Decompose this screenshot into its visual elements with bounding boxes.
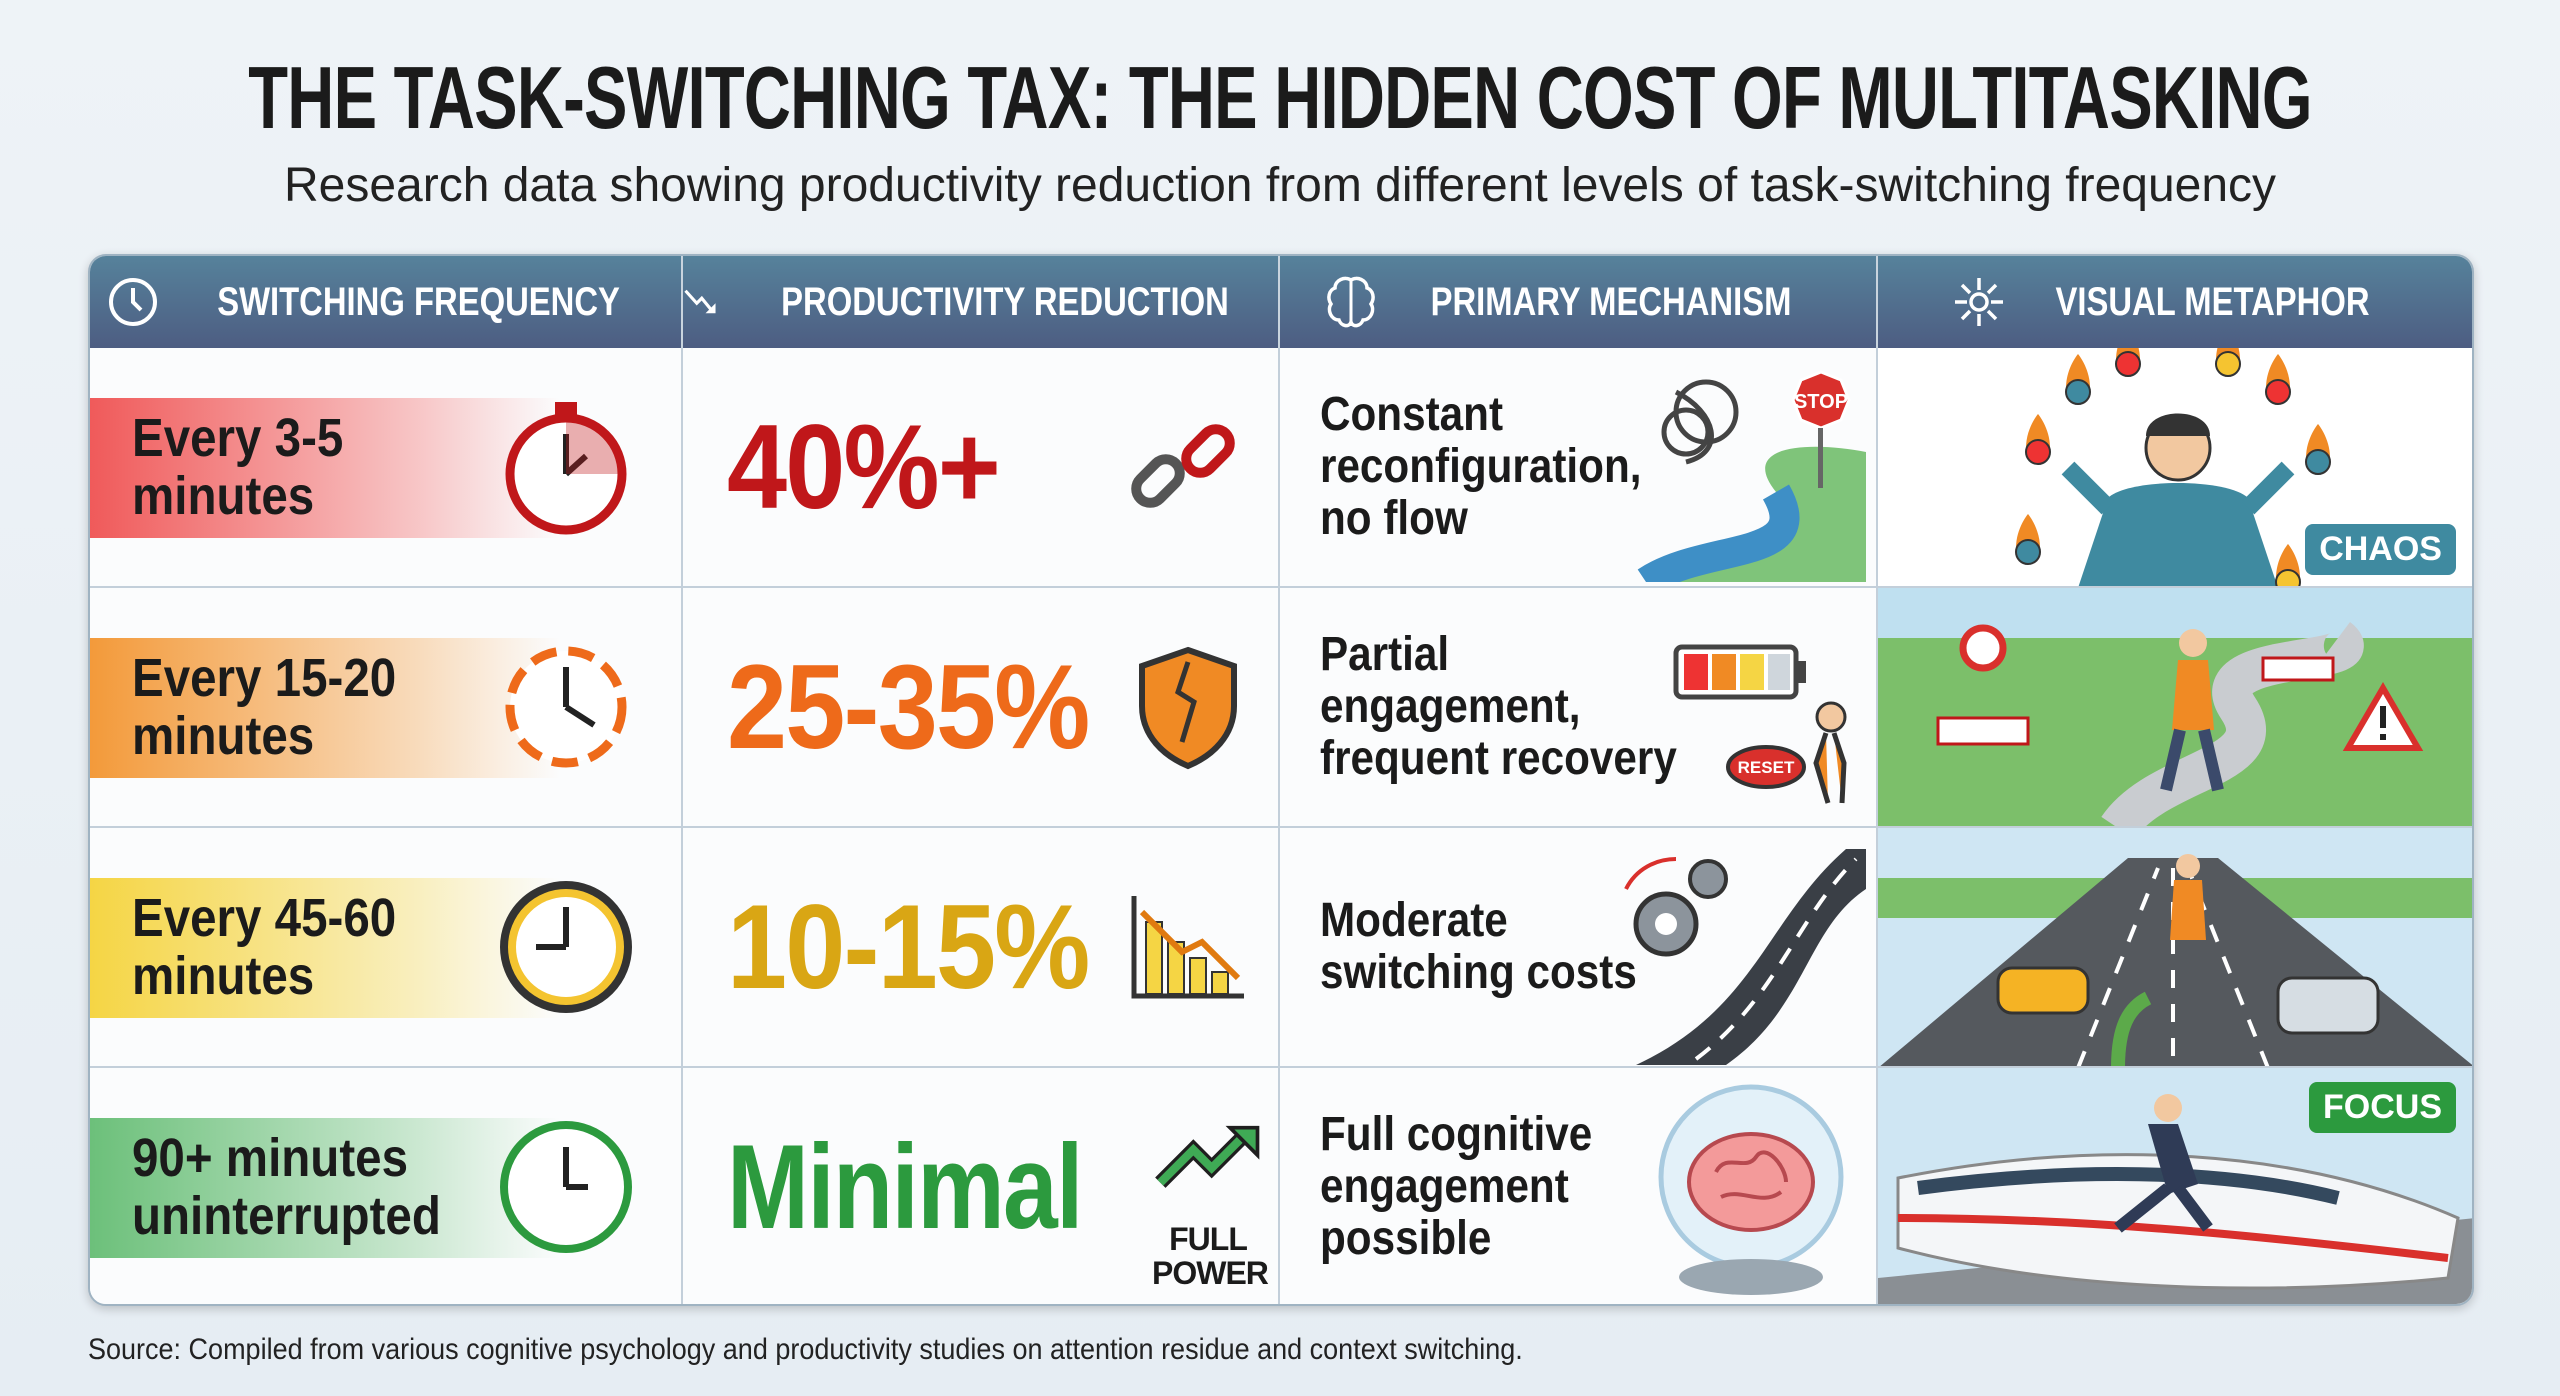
reduction-value: Minimal: [727, 1120, 1083, 1254]
header-visual-metaphor: VISUAL METAPHOR: [1878, 256, 2472, 348]
clock-icon: [108, 278, 157, 326]
reduction-cell: 40%+: [683, 348, 1280, 588]
header-label: SWITCHING FREQUENCY: [217, 279, 620, 324]
full-power-label: FULL POWER: [1152, 1221, 1269, 1291]
reduction-value: 10-15%: [727, 880, 1090, 1014]
metaphor-cell: FOCUS: [1878, 1068, 2472, 1304]
header-label: PRODUCTIVITY REDUCTION: [781, 279, 1229, 324]
network-icon: [1954, 278, 2003, 326]
clock-icon: [500, 1121, 632, 1253]
frequency-label: Every 45-60 minutes: [132, 888, 397, 1006]
broken-chain-icon: [1131, 424, 1235, 508]
mechanism-label: Constant reconfiguration, no flow: [1320, 388, 1642, 545]
metaphor-cell: CHAOS: [1878, 348, 2472, 588]
mechanism-label: Partial engagement, frequent recovery: [1320, 628, 1677, 785]
mechanism-label: Full cognitive engagement possible: [1320, 1108, 1593, 1265]
reduction-value: 25-35%: [727, 640, 1090, 774]
focus-tag: FOCUS: [2309, 1082, 2456, 1133]
frequency-label: Every 3-5 minutes: [132, 408, 344, 526]
frequency-cell: Every 3-5 minutes: [90, 348, 683, 588]
gears-road-icon: [1624, 849, 1866, 1065]
header-productivity-reduction: PRODUCTIVITY REDUCTION: [683, 256, 1280, 348]
trend-down-icon: [684, 289, 716, 314]
clock-icon: [500, 881, 632, 1013]
mechanism-cell: Full cognitive engagement possible: [1280, 1068, 1878, 1304]
data-table: SWITCHING FREQUENCY PRODUCTIVITY REDUCTI…: [88, 254, 2474, 1306]
mechanism-cell: Moderate switching costs: [1280, 828, 1878, 1068]
frequency-label: Every 15-20 minutes: [132, 648, 397, 766]
low-battery-icon: RESET: [1673, 644, 1847, 804]
reduction-cell: 10-15%: [683, 828, 1280, 1068]
metaphor-cell: [1878, 828, 2472, 1068]
header-primary-mechanism: PRIMARY MECHANISM: [1280, 256, 1878, 348]
reduction-cell: 25-35%: [683, 588, 1280, 828]
bullet-train-icon: [1878, 1068, 2472, 1304]
chaos-tag: CHAOS: [2305, 524, 2456, 575]
frequency-band: [90, 638, 560, 778]
declining-bars-icon: [1131, 896, 1244, 999]
frequency-cell: 90+ minutes uninterrupted: [90, 1068, 683, 1304]
frequency-cell: Every 45-60 minutes: [90, 828, 683, 1068]
frequency-label: 90+ minutes uninterrupted: [132, 1128, 441, 1246]
header-switching-frequency: SWITCHING FREQUENCY: [90, 256, 683, 348]
highway-icon: [1878, 828, 2472, 1066]
stopwatch-icon: [505, 402, 627, 535]
metaphor-cell: [1878, 588, 2472, 828]
header-label: PRIMARY MECHANISM: [1430, 279, 1792, 324]
reduction-value: 40%+: [727, 400, 1001, 534]
frequency-band: [90, 398, 560, 538]
mechanism-cell: Constant reconfiguration, no flow STOP: [1280, 348, 1878, 588]
mechanism-cell: Partial engagement, frequent recovery RES…: [1280, 588, 1878, 828]
header-label: VISUAL METAPHOR: [2054, 279, 2370, 324]
tangled-river-icon: STOP: [1637, 370, 1866, 582]
brain-globe-icon: [1658, 1084, 1844, 1295]
page-subtitle: Research data showing productivity reduc…: [283, 159, 2277, 212]
reduction-cell: Minimal FULL POWER: [683, 1068, 1280, 1304]
broken-clock-icon: [505, 646, 627, 768]
brain-icon: [1327, 276, 1375, 328]
stop-sign-label: STOP: [1794, 391, 1848, 413]
page-title: THE TASK-SWITCHING TAX: THE HIDDEN COST …: [248, 48, 2312, 147]
roadblock-icon: [1878, 588, 2472, 826]
cracked-shield-icon: [1139, 646, 1237, 770]
source-note: Source: Compiled from various cognitive …: [88, 1333, 1523, 1366]
mechanism-label: Moderate switching costs: [1320, 894, 1637, 999]
rising-arrow-icon: FULL POWER: [1152, 1084, 1269, 1291]
frequency-band: [90, 878, 560, 1018]
reset-button-label: RESET: [1738, 758, 1795, 777]
frequency-cell: Every 15-20 minutes: [90, 588, 683, 828]
frequency-band: [90, 1118, 560, 1258]
